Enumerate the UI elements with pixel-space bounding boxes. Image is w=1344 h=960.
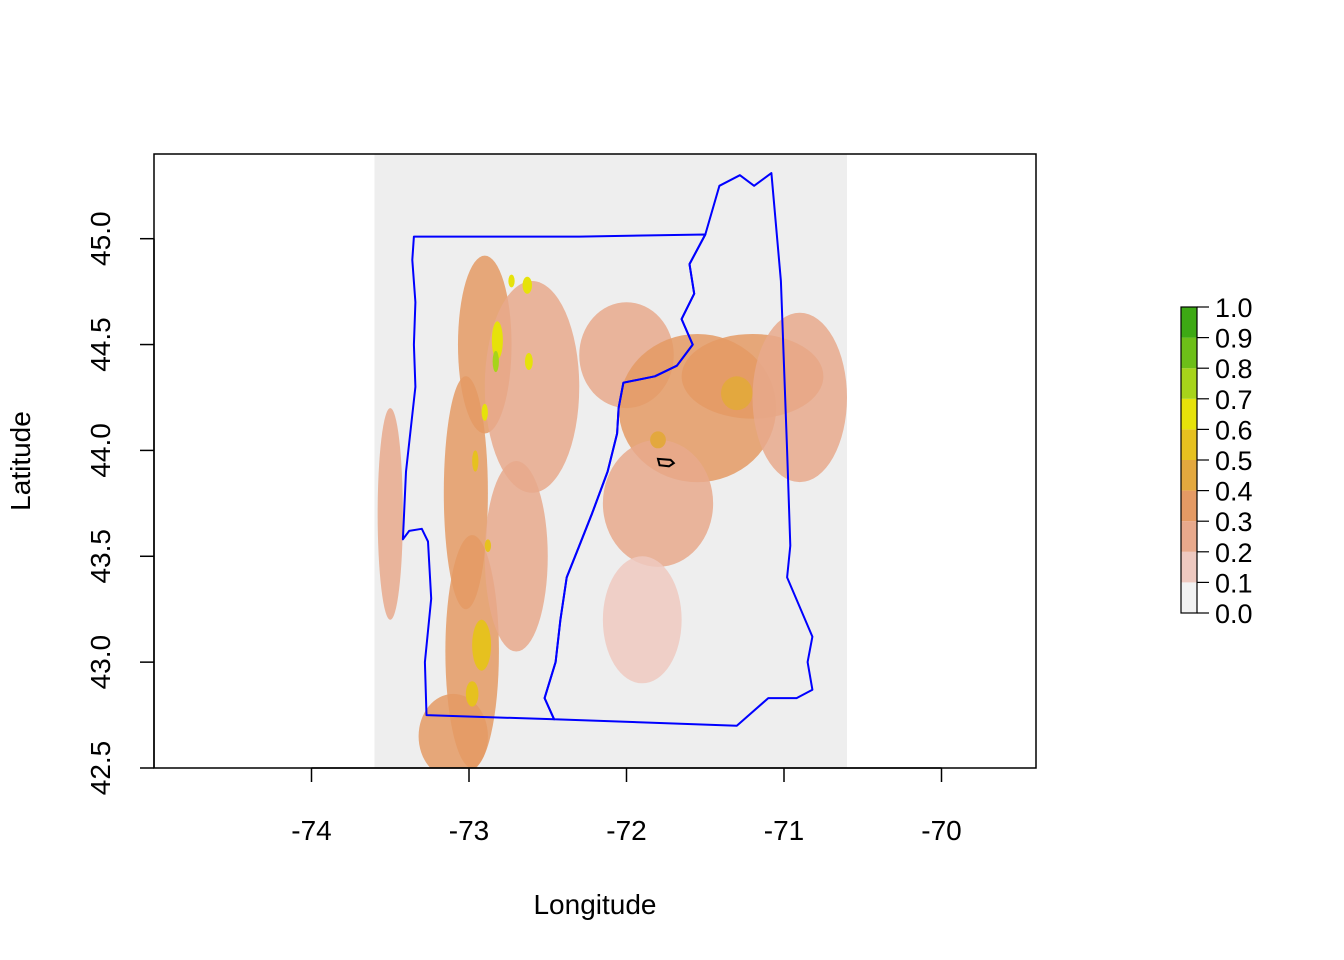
peak-region — [481, 403, 488, 421]
legend-label: 0.1 — [1215, 568, 1253, 598]
site-outline — [656, 457, 676, 468]
y-tick-label: 43.5 — [85, 529, 116, 584]
highland-region — [418, 693, 488, 768]
y-tick-label: 45.0 — [85, 211, 116, 265]
legend-label: 0.9 — [1215, 324, 1253, 354]
site-marker — [656, 457, 676, 468]
peak-region — [650, 431, 666, 449]
legend-label: 0.4 — [1215, 477, 1253, 507]
x-tick-label: -71 — [764, 815, 804, 846]
y-tick-label: 43.0 — [85, 635, 116, 690]
x-tick-label: -73 — [449, 815, 489, 846]
y-tick-label: 44.0 — [85, 423, 116, 478]
legend-swatch — [1181, 582, 1197, 613]
peak-region — [524, 353, 533, 370]
highland-region — [484, 281, 580, 493]
legend-swatch — [1181, 490, 1197, 522]
highland-region — [602, 439, 714, 567]
legend-label: 0.7 — [1215, 385, 1253, 415]
peak-region — [484, 539, 492, 553]
boundary-new-hampshire — [543, 172, 814, 727]
state-boundaries — [401, 172, 814, 727]
y-tick-label: 44.5 — [85, 317, 116, 372]
x-tick-label: -70 — [921, 815, 961, 846]
legend-label: 0.8 — [1215, 354, 1253, 384]
x-axis-label: Longitude — [533, 889, 656, 920]
legend-swatch — [1181, 460, 1197, 491]
y-axis-label: Latitude — [5, 411, 36, 511]
highland-region — [484, 461, 548, 652]
x-tick-label: -74 — [291, 815, 331, 846]
legend-swatch — [1181, 368, 1197, 399]
legend-label: 0.2 — [1215, 538, 1253, 568]
peak-region — [492, 350, 499, 373]
x-tick-label: -72 — [606, 815, 646, 846]
peak-region — [465, 681, 479, 707]
color-legend: 0.00.10.20.30.40.50.60.70.80.91.0 — [1180, 293, 1253, 629]
legend-label: 0.5 — [1215, 446, 1253, 476]
legend-swatch — [1181, 398, 1197, 430]
y-tick-label: 42.5 — [85, 741, 116, 796]
legend-label: 0.6 — [1215, 415, 1253, 445]
x-axis: -74 -73 -72 -71 -70 — [291, 767, 962, 846]
legend-swatch — [1181, 337, 1197, 369]
highland-region — [377, 408, 403, 620]
peak-region — [522, 276, 533, 294]
probability-raster — [374, 154, 847, 768]
peak-region — [491, 321, 503, 360]
y-axis: 42.5 43.0 43.5 44.0 44.5 45.0 — [85, 211, 155, 796]
highland-region — [752, 312, 847, 483]
legend-label: 1.0 — [1215, 293, 1253, 323]
legend-swatch — [1181, 429, 1197, 460]
peak-region — [472, 450, 479, 472]
peak-region — [721, 376, 753, 411]
highland-region — [602, 556, 682, 684]
legend-label: 0.3 — [1215, 507, 1253, 537]
legend-label: 0.0 — [1215, 599, 1253, 629]
legend-swatch — [1181, 551, 1197, 583]
legend-swatch — [1181, 307, 1197, 338]
legend-swatch — [1181, 521, 1197, 552]
peak-region — [508, 274, 515, 288]
peak-region — [472, 619, 492, 671]
